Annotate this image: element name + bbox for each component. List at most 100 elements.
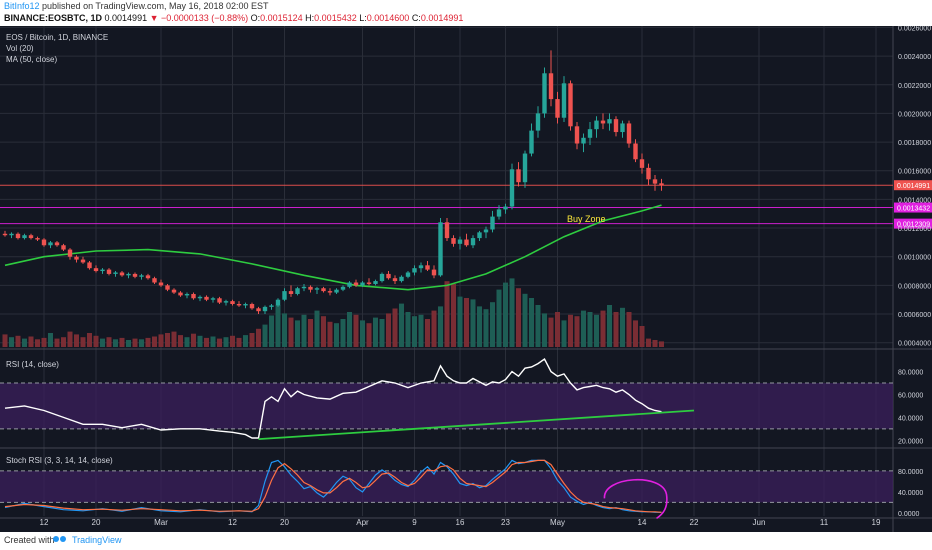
candle-body <box>470 238 476 246</box>
volume-bar <box>412 316 417 347</box>
volume-bar <box>113 339 118 347</box>
zone-price-label: 0.0013432 <box>897 206 930 213</box>
low-value: 0.0014600 <box>366 13 410 23</box>
volume-bar <box>210 336 216 347</box>
rsi-trend-line <box>258 409 695 441</box>
ma-50-line <box>4 204 662 291</box>
price-tick-label: 0.0010000 <box>898 255 931 262</box>
volume-bar <box>639 326 645 347</box>
candle-body <box>282 291 287 300</box>
candle-body <box>171 289 177 293</box>
legend-volume: Vol (20) <box>6 44 34 53</box>
price-tick-label: 0.0022000 <box>898 83 931 90</box>
candle-body <box>399 276 404 282</box>
volume-bar <box>594 314 599 347</box>
volume-bar <box>568 314 573 347</box>
volume-bar <box>184 337 190 347</box>
x-tick-label: 20 <box>280 518 289 527</box>
candle-body <box>620 123 625 133</box>
candle-body <box>542 73 547 114</box>
candle-body <box>327 291 333 293</box>
volume-bar <box>444 281 450 347</box>
candle-body <box>561 83 567 118</box>
stoch-circle-annotation <box>603 478 668 520</box>
candle-body <box>522 153 528 183</box>
candle-body <box>204 296 209 300</box>
candle-body <box>80 259 86 263</box>
volume-bar <box>366 323 372 347</box>
price-tick-label: 0.0018000 <box>898 140 931 147</box>
volume-bar <box>516 288 521 347</box>
symbol-line: BINANCE:EOSBTC, 1D 0.0014991 ▼ −0.000013… <box>4 13 463 23</box>
stoch-tick-label: 40.0000 <box>898 490 923 497</box>
volume-bar <box>418 314 424 347</box>
author-link[interactable]: BitInfo12 <box>4 1 40 11</box>
rsi-title: RSI (14, close) <box>6 360 59 369</box>
candle-body <box>106 269 112 274</box>
high-label: H: <box>305 13 315 23</box>
price-tick-label: 0.0026000 <box>898 26 931 32</box>
volume-bar <box>464 298 469 347</box>
volume-bar <box>360 320 365 347</box>
close-label: C: <box>411 13 421 23</box>
volume-bar <box>353 314 359 347</box>
volume-bar <box>9 337 14 347</box>
open-label: O: <box>250 13 261 23</box>
volume-bar <box>451 284 456 347</box>
volume-bar <box>646 338 651 347</box>
created-with-text: Created with <box>4 535 55 545</box>
candle-body <box>61 245 66 250</box>
zone-price-label: 0.0012309 <box>897 222 930 229</box>
candle-body <box>509 169 515 207</box>
x-tick-label: 20 <box>92 518 101 527</box>
candle-body <box>587 129 593 138</box>
volume-bar <box>321 316 326 347</box>
candle-body <box>67 249 73 257</box>
volume-bar <box>438 306 443 347</box>
candle-body <box>22 235 27 239</box>
volume-bar <box>223 337 229 347</box>
chart-canvas[interactable]: 0.0014991 0.0013432 0.0012309 12 20 Mar 12 20 A… <box>0 26 932 532</box>
volume-bar <box>158 334 164 347</box>
candle-body <box>652 179 658 184</box>
volume-bar <box>555 312 560 347</box>
volume-bar <box>548 317 554 347</box>
candle-body <box>347 282 352 287</box>
x-tick-label: Mar <box>154 518 168 527</box>
candle-body <box>639 159 645 168</box>
last-price-label: 0.0014991 <box>897 183 930 190</box>
volume-bar <box>230 335 235 347</box>
candle-body <box>74 256 79 260</box>
candle-body <box>152 278 157 283</box>
volume-bar <box>535 305 541 347</box>
volume-bar <box>126 340 131 347</box>
candle-body <box>568 83 573 127</box>
candle-body <box>464 239 469 246</box>
volume-bar <box>87 333 92 347</box>
volume-bar <box>236 337 242 347</box>
volume-bar <box>74 334 79 347</box>
tradingview-link[interactable]: TradingView <box>72 535 122 545</box>
candle-body <box>132 273 138 277</box>
chart-header: BitInfo12 published on TradingView.com, … <box>0 0 932 26</box>
candle-body <box>659 183 664 186</box>
volume-bar <box>100 338 105 347</box>
footer: Created with TradingView <box>0 532 932 550</box>
volume-bar <box>587 312 593 347</box>
volume-bar <box>171 331 177 347</box>
x-tick-label: 11 <box>820 518 829 527</box>
volume-bar <box>139 339 144 347</box>
candle-body <box>41 239 47 246</box>
volume-bar <box>490 302 495 347</box>
candle-body <box>314 288 320 290</box>
axes: 1220Mar1220Apr91623May1422Jun1119Jul9230… <box>40 26 932 527</box>
horizontal-lines: 0.0014991 0.0013432 0.0012309 <box>0 180 932 229</box>
candle-body <box>15 233 21 239</box>
volume-bar <box>581 310 586 347</box>
tradingview-logo-icon <box>53 536 66 542</box>
candle-body <box>607 119 612 124</box>
volume-bar <box>28 336 34 347</box>
rsi-line <box>4 357 662 439</box>
volume-bar <box>529 298 534 347</box>
volume-bar <box>509 278 515 347</box>
